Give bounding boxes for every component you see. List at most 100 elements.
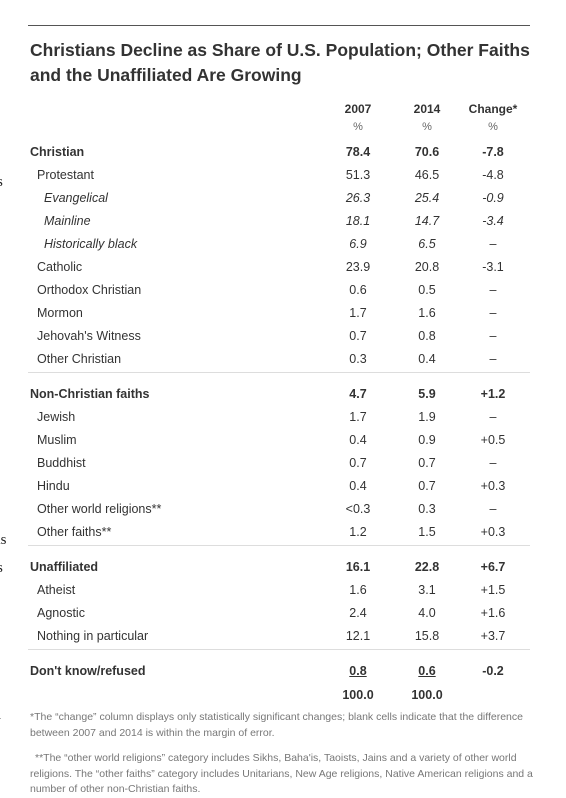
row-label: Mormon [37, 306, 83, 320]
cell: 0.4 [418, 352, 436, 366]
cell: 0.4 [349, 433, 367, 447]
row-label: Historically black [44, 237, 138, 251]
total: 100.0 [411, 688, 443, 702]
cell: +1.2 [480, 387, 506, 401]
cell: -4.8 [482, 168, 504, 182]
cell: 0.5 [418, 283, 436, 297]
cell: 0.7 [418, 456, 436, 470]
row-label: Catholic [37, 260, 83, 274]
cell: 20.8 [414, 260, 440, 274]
cell: 1.5 [418, 525, 436, 539]
row-label: Atheist [37, 583, 76, 597]
column-unit: % [353, 121, 363, 133]
cell: 18.1 [345, 214, 371, 228]
cell: 1.7 [349, 410, 367, 424]
row-label: Nothing in particular [37, 629, 149, 643]
cell: 70.6 [414, 145, 440, 159]
row-label: Don't know/refused [30, 664, 146, 678]
margin-fragment: as [0, 532, 7, 548]
cell: – [489, 410, 497, 424]
row-label: Unaffiliated [30, 560, 99, 574]
cell: 0.9 [418, 433, 436, 447]
cell: 15.8 [414, 629, 440, 643]
cell: 5.9 [418, 387, 436, 401]
title: Christians Decline as Share of U.S. Popu… [30, 40, 530, 85]
row-label: Jewish [37, 410, 76, 424]
cell: 2.4 [349, 606, 367, 620]
cell: – [489, 502, 497, 516]
cell: 1.6 [418, 306, 436, 320]
cell: 3.1 [418, 583, 436, 597]
group-rule [28, 545, 530, 546]
group-rule [28, 649, 530, 650]
cell: +0.3 [480, 479, 506, 493]
cell: 46.5 [414, 168, 440, 182]
row-label: Orthodox Christian [37, 283, 142, 297]
margin-fragment: s [0, 560, 3, 577]
cell: 51.3 [345, 168, 371, 182]
cell: +1.5 [480, 583, 506, 597]
cell: 25.4 [414, 191, 440, 205]
cell: 0.8 [349, 664, 367, 678]
cell: -3.1 [482, 260, 504, 274]
group-rule [28, 372, 530, 373]
cell: – [489, 283, 497, 297]
cell: 16.1 [345, 560, 371, 574]
cell: – [489, 329, 497, 343]
row-label: Other faiths** [37, 525, 112, 539]
cell: 14.7 [414, 214, 440, 228]
row-label: Buddhist [37, 456, 86, 470]
cell: -0.9 [482, 191, 504, 205]
cell: – [489, 306, 497, 320]
cell: 0.6 [418, 664, 436, 678]
cell: +1.6 [480, 606, 506, 620]
cell: 1.2 [349, 525, 367, 539]
footnote: **The “other world religions” category i… [30, 752, 533, 795]
cell: – [489, 456, 497, 470]
cell: +6.7 [480, 560, 506, 574]
cell: 23.9 [345, 260, 371, 274]
cell: 78.4 [345, 145, 371, 159]
cell: – [489, 237, 497, 251]
row-label: Muslim [37, 433, 77, 447]
row-label: Protestant [37, 168, 94, 182]
cell: +3.7 [480, 629, 506, 643]
total: 100.0 [342, 688, 374, 702]
column-unit: % [422, 121, 432, 133]
column-unit: % [488, 121, 498, 133]
top-rule [28, 25, 530, 26]
cell: – [489, 352, 497, 366]
cell: 0.7 [418, 479, 436, 493]
row-label: Other world religions** [37, 502, 162, 516]
margin-fragment: s [0, 174, 3, 191]
row-label: Non-Christian faiths [30, 387, 150, 401]
row-label: Mainline [44, 214, 91, 228]
row-label: Hindu [37, 479, 70, 493]
column-header: 2014 [413, 102, 441, 116]
row-label: Jehovah's Witness [37, 329, 141, 343]
cell: -7.8 [482, 145, 504, 159]
cell: 0.7 [349, 329, 367, 343]
column-header: 2007 [344, 102, 372, 116]
row-label: Christian [30, 145, 85, 159]
cell: 4.7 [349, 387, 367, 401]
footnote: *The “change” column displays only stati… [30, 711, 523, 739]
cell: 1.7 [349, 306, 367, 320]
cell: 26.3 [345, 191, 371, 205]
cell: +0.5 [480, 433, 506, 447]
cell: +0.3 [480, 525, 506, 539]
cell: 0.3 [349, 352, 367, 366]
cell: <0.3 [345, 502, 371, 516]
cell: -3.4 [482, 214, 504, 228]
row-label: Agnostic [37, 606, 85, 620]
cell: 0.4 [349, 479, 367, 493]
cell: 12.1 [345, 629, 371, 643]
cell: 0.8 [418, 329, 436, 343]
column-header: Change* [468, 102, 518, 116]
cell: 4.0 [418, 606, 436, 620]
cell: 0.3 [418, 502, 436, 516]
row-label: Other Christian [37, 352, 122, 366]
cell: 22.8 [414, 560, 440, 574]
cell: 0.7 [349, 456, 367, 470]
cell: -0.2 [482, 664, 504, 678]
